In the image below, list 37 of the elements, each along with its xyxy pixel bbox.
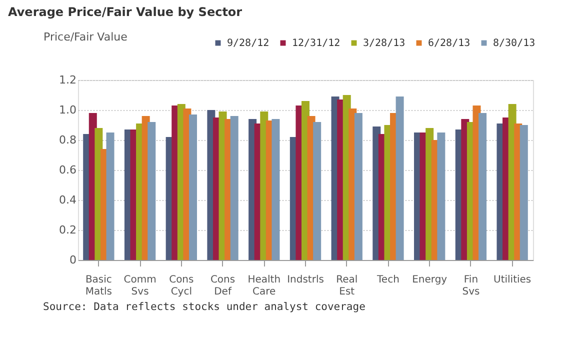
chart-title: Average Price/Fair Value by Sector [8,5,242,19]
x-tick-label: Tech [376,274,400,286]
x-tick-label: Utilities [494,274,532,286]
x-tick-label: Fin Svs [462,274,480,298]
bar [478,113,487,260]
source-note: Source: Data reflects stocks under analyst coverage [43,301,366,313]
bar [437,132,446,260]
legend-label: 9/28/12 [227,38,270,49]
y-tick-label: 1.2 [59,74,76,86]
x-tick-label: Real Est [336,274,358,298]
legend-label: 12/31/12 [292,38,340,49]
x-tick-label: Cons Def [210,274,236,298]
bar [354,113,362,260]
legend-label: 8/30/13 [493,38,536,49]
bar [272,119,280,260]
bar [313,122,322,260]
y-tick-label: 0.8 [59,134,76,146]
bar [148,122,156,260]
x-tick-label: Health Care [248,274,281,298]
bar [230,116,238,260]
x-tick-label: Cons Cycl [169,274,194,298]
y-axis-title: Price/Fair Value [44,30,128,44]
legend-label: 3/28/13 [363,38,406,49]
y-tick-label: 0.6 [59,164,76,176]
bar [106,132,114,260]
y-tick-label: 0.2 [59,224,76,236]
bar [520,125,528,260]
y-tick-label: 1.0 [59,104,76,116]
x-tick-label: Energy [412,274,448,286]
x-tick-label: Comm Svs [124,274,156,298]
x-tick-label: Indstrls [287,274,324,286]
bar [396,96,404,260]
legend-label: 6/28/13 [428,38,470,49]
x-tick-label: Basic Matls [85,274,112,298]
y-tick-label: 0.4 [59,194,76,206]
bar [188,114,197,260]
y-tick-label: 0 [70,254,76,266]
